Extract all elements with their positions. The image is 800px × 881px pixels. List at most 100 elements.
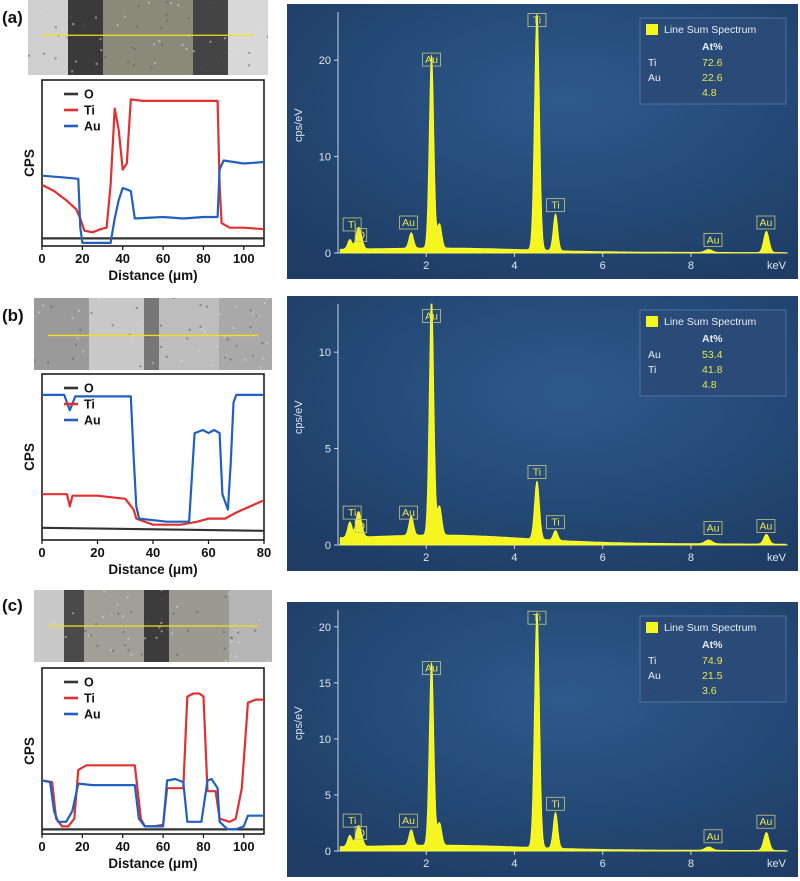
sem-texture [197, 350, 200, 353]
sem-texture [53, 621, 56, 624]
sem-texture [82, 23, 85, 26]
sem-texture [112, 649, 115, 653]
sem-texture [227, 592, 230, 596]
sem-texture [229, 636, 233, 639]
x-tick-label: 4 [511, 552, 517, 564]
sem-texture [110, 613, 114, 616]
y-axis-label: CPS [22, 737, 37, 765]
series-au-line [41, 777, 264, 831]
sem-texture [263, 48, 266, 51]
sem-texture [50, 305, 53, 308]
sem-texture [235, 344, 238, 348]
sem-texture [79, 328, 82, 332]
peak-label-box [354, 228, 368, 242]
sem-texture [96, 644, 99, 648]
x-tick-label: 4 [511, 858, 517, 870]
sem-texture [192, 50, 195, 53]
y-tick-label: 20 [319, 622, 331, 634]
legend-element: · [648, 87, 652, 99]
x-tick-label: 60 [201, 545, 215, 560]
sem-texture [160, 630, 163, 633]
legend-box [639, 615, 787, 703]
sem-texture [235, 629, 238, 632]
sem-texture [82, 620, 85, 624]
sem-texture [258, 618, 261, 622]
x-axis-label: keV [767, 858, 787, 870]
x-tick-label: 6 [600, 858, 606, 870]
y-axis-label: cps/eV [293, 108, 305, 142]
legend-header: At% [702, 333, 723, 345]
sem-texture [181, 43, 184, 46]
peak-label: Au [760, 816, 773, 828]
sem-texture [109, 649, 112, 652]
sem-texture [262, 357, 265, 360]
plot-frame [41, 667, 265, 835]
peak-label-box [546, 198, 565, 213]
sem-texture [123, 644, 127, 647]
sem-texture [71, 357, 75, 360]
spectrum-chart-c: 0 5 10 15 20 2 4 6 8 keV cps/eV Ti O Au Au Ti Ti Au Au Line… [287, 602, 798, 877]
sem-texture [40, 10, 43, 13]
sem-texture [78, 590, 81, 592]
sem-texture [94, 623, 98, 626]
sem-texture [130, 338, 134, 341]
peak-label-box [756, 814, 776, 829]
sem-texture [127, 637, 130, 641]
peak-label-box [703, 521, 723, 535]
sem-texture [155, 636, 158, 639]
legend-value: 41.8 [702, 364, 723, 376]
x-tick-label: 60 [156, 839, 170, 854]
sem-texture [136, 324, 139, 327]
sem-texture [74, 60, 78, 63]
peak-label-box [422, 661, 441, 676]
sem-texture [42, 52, 45, 55]
peak-label-box [546, 796, 565, 811]
peak-label: Au [402, 815, 415, 827]
sem-texture [263, 301, 267, 305]
linescan-svg: 0 20 40 60 80 100 Distance (μm) CPS O Ti Au [22, 79, 265, 283]
peak-label: Au [402, 217, 415, 229]
sem-texture [146, 620, 149, 624]
sem-texture [126, 596, 129, 599]
sem-texture [160, 590, 163, 592]
sem-texture [249, 326, 252, 329]
legend-element: Au [648, 72, 661, 84]
y-axis-label: cps/eV [293, 400, 305, 434]
legend-header: At% [702, 639, 723, 651]
x-tick-label: 2 [423, 858, 429, 870]
sem-texture [84, 629, 87, 633]
peak-label: O [357, 230, 365, 242]
legend-title: Line Sum Spectrum [664, 24, 756, 36]
y-axis-label: CPS [22, 149, 37, 177]
sem-texture [165, 19, 169, 23]
sem-texture [199, 325, 202, 329]
legend-entry-o: O [84, 382, 94, 396]
sem-texture [249, 49, 252, 53]
sem-texture [177, 4, 180, 7]
x-tick-label: 80 [257, 545, 271, 560]
sem-texture [76, 337, 79, 340]
sem-texture [203, 330, 207, 333]
sem-texture [127, 60, 130, 64]
sem-texture [222, 630, 225, 634]
peak-label: Au [707, 234, 720, 246]
sem-texture [187, 16, 190, 20]
sem-texture [224, 595, 227, 598]
sem-texture [215, 55, 218, 58]
series-au-line [41, 159, 265, 244]
sem-image-a [28, 0, 268, 75]
x-tick-label: 80 [196, 839, 210, 854]
legend-element: · [648, 379, 652, 391]
series-o-line [41, 526, 265, 532]
legend-element: Ti [648, 364, 656, 376]
sem-texture [101, 615, 105, 619]
sem-region [228, 0, 268, 75]
series-ti-line [42, 493, 265, 526]
sem-region [144, 298, 159, 370]
peak-label: Ti [533, 612, 541, 624]
sem-texture [127, 649, 130, 652]
peak-label: Au [402, 507, 415, 519]
sem-texture [180, 359, 183, 362]
y-tick-label: 0 [325, 248, 331, 260]
